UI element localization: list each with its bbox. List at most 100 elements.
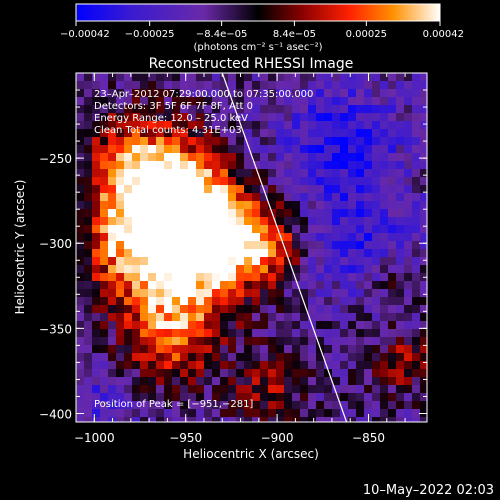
heatmap-cell xyxy=(356,129,365,138)
heatmap-cell xyxy=(108,121,117,130)
heatmap-cell xyxy=(404,289,413,298)
heatmap-cell xyxy=(132,401,141,410)
heatmap-cell xyxy=(396,265,405,274)
heatmap-cell xyxy=(380,89,389,98)
heatmap-cell xyxy=(188,113,197,122)
heatmap-cell xyxy=(180,201,189,210)
heatmap-cell xyxy=(364,105,373,114)
heatmap-cell xyxy=(284,385,293,394)
heatmap-cell xyxy=(172,153,181,162)
heatmap-cell xyxy=(204,161,213,170)
heatmap-cell xyxy=(220,185,229,194)
heatmap-cell xyxy=(196,73,205,82)
heatmap-cell xyxy=(292,161,301,170)
heatmap-cell xyxy=(332,289,341,298)
heatmap-cell xyxy=(412,281,421,290)
heatmap-cell xyxy=(308,121,317,130)
heatmap-cell xyxy=(140,265,149,274)
heatmap-cell xyxy=(180,385,189,394)
heatmap-cell xyxy=(268,393,277,402)
heatmap-cell xyxy=(252,265,261,274)
heatmap-cell xyxy=(172,113,181,122)
heatmap-cell xyxy=(124,305,133,314)
heatmap-cell xyxy=(148,377,157,386)
heatmap-cell xyxy=(116,417,125,422)
heatmap-cell xyxy=(212,81,221,90)
heatmap-cell xyxy=(244,265,253,274)
heatmap-cell xyxy=(284,201,293,210)
heatmap-cell xyxy=(308,329,317,338)
heatmap-cell xyxy=(156,145,165,154)
heatmap-cell xyxy=(132,337,141,346)
heatmap-cell xyxy=(292,289,301,298)
heatmap-cell xyxy=(140,289,149,298)
heatmap-cell xyxy=(340,177,349,186)
heatmap-cell xyxy=(108,129,117,138)
heatmap-cell xyxy=(188,241,197,250)
heatmap-cell xyxy=(300,289,309,298)
heatmap-cell xyxy=(244,105,253,114)
heatmap-cell xyxy=(196,249,205,258)
heatmap-cell xyxy=(244,153,253,162)
heatmap-cell xyxy=(156,289,165,298)
heatmap-cell xyxy=(196,145,205,154)
heatmap-cell xyxy=(116,369,125,378)
heatmap-cell xyxy=(100,393,109,402)
heatmap-cell xyxy=(300,209,309,218)
heatmap-cell xyxy=(420,177,427,186)
heatmap-cell xyxy=(116,249,125,258)
heatmap-cell xyxy=(420,113,427,122)
heatmap-cell xyxy=(92,385,101,394)
heatmap-cell xyxy=(388,113,397,122)
heatmap-cell xyxy=(180,393,189,402)
heatmap-cell xyxy=(124,393,133,402)
heatmap-cell xyxy=(108,81,117,90)
heatmap-cell xyxy=(180,209,189,218)
heatmap-cell xyxy=(204,169,213,178)
heatmap-cell xyxy=(116,305,125,314)
heatmap-cell xyxy=(188,321,197,330)
heatmap-cell xyxy=(84,401,93,410)
heatmap-cell xyxy=(380,145,389,154)
heatmap-cell xyxy=(132,201,141,210)
heatmap-cell xyxy=(340,345,349,354)
heatmap-cell xyxy=(412,177,421,186)
heatmap-cell xyxy=(324,249,333,258)
heatmap-cell xyxy=(340,385,349,394)
heatmap-cell xyxy=(172,129,181,138)
heatmap-cell xyxy=(412,137,421,146)
heatmap-cell xyxy=(308,193,317,202)
heatmap-cell xyxy=(388,185,397,194)
heatmap-cell xyxy=(292,393,301,402)
heatmap-cell xyxy=(364,377,373,386)
heatmap-cell xyxy=(92,417,101,422)
heatmap-cell xyxy=(324,353,333,362)
heatmap-cell xyxy=(180,321,189,330)
heatmap-cell xyxy=(404,113,413,122)
heatmap-cell xyxy=(116,297,125,306)
heatmap-cell xyxy=(300,369,309,378)
heatmap-cell xyxy=(132,89,141,98)
heatmap-cell xyxy=(84,105,93,114)
heatmap-cell xyxy=(132,129,141,138)
heatmap-cell xyxy=(388,129,397,138)
heatmap-cell xyxy=(252,233,261,242)
heatmap-cell xyxy=(348,169,357,178)
heatmap-cell xyxy=(332,137,341,146)
heatmap-cell xyxy=(380,361,389,370)
heatmap-cell xyxy=(76,217,85,226)
heatmap-cell xyxy=(140,257,149,266)
heatmap-cell xyxy=(332,313,341,322)
heatmap-cell xyxy=(196,241,205,250)
plot-area: −1000 −950 −900 −850−250−300−350−400 xyxy=(39,72,428,445)
heatmap-cell xyxy=(276,289,285,298)
heatmap-cell xyxy=(292,321,301,330)
heatmap-cell xyxy=(252,201,261,210)
heatmap-cell xyxy=(84,153,93,162)
heatmap-cell xyxy=(76,345,85,354)
heatmap-cell xyxy=(324,337,333,346)
heatmap-cell xyxy=(276,177,285,186)
heatmap-cell xyxy=(132,113,141,122)
heatmap-cell xyxy=(156,169,165,178)
heatmap-cell xyxy=(236,161,245,170)
